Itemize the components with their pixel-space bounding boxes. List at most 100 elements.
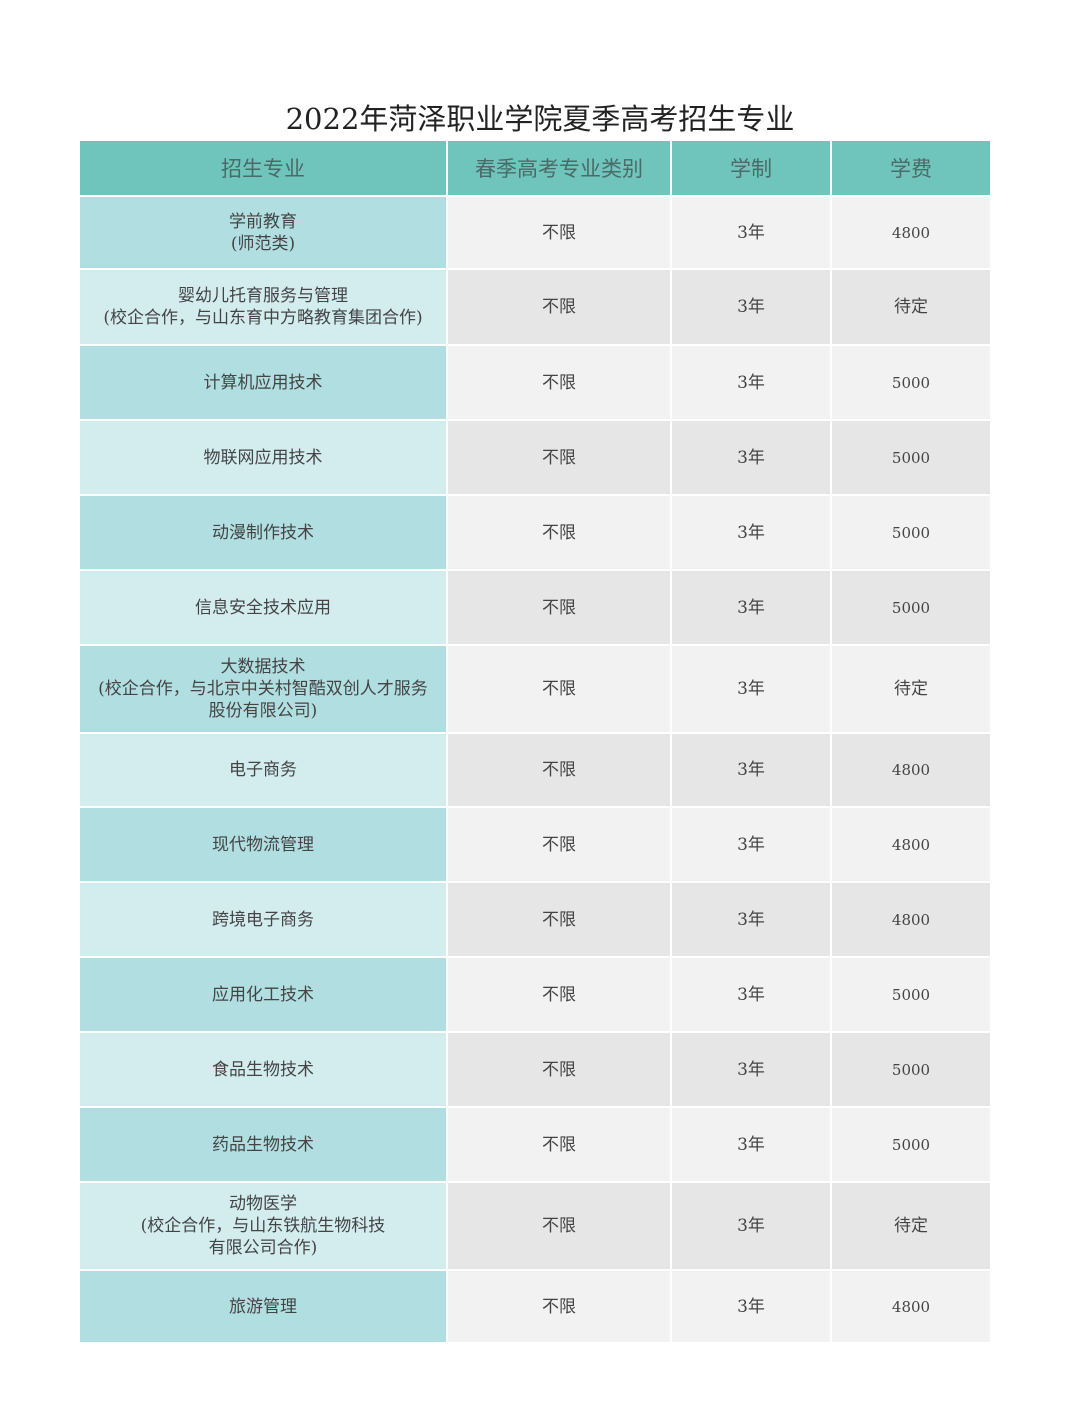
- major-text-line: 现代物流管理: [212, 834, 314, 855]
- major-text-line: 电子商务: [229, 760, 297, 780]
- cell-years: 3年: [671, 570, 832, 646]
- table-row: 旅游管理 不限 3年 4800: [80, 1270, 992, 1344]
- cell-fee: 4800: [831, 196, 992, 270]
- cell-fee: 4800: [831, 807, 992, 883]
- cell-fee: 5000: [831, 1032, 992, 1108]
- cell-major: 旅游管理: [80, 1270, 448, 1344]
- cell-years: 3年: [671, 345, 832, 421]
- major-text-line: 信息安全技术应用: [195, 597, 331, 618]
- cell-fee: 5000: [831, 1107, 992, 1183]
- cell-major: 跨境电子商务: [80, 882, 448, 958]
- cell-years: 3年: [671, 1270, 832, 1344]
- cell-years: 3年: [671, 1107, 832, 1183]
- table-row: 物联网应用技术 不限 3年 5000: [80, 420, 992, 496]
- cell-fee: 5000: [831, 495, 992, 571]
- major-text-line: 动漫制作技术: [212, 522, 314, 543]
- major-text-line: 婴幼儿托育服务与管理: [178, 286, 348, 306]
- cell-category: 不限: [447, 495, 672, 571]
- table-header: 招生专业 春季高考专业类别 学制 学费: [80, 141, 992, 197]
- cell-fee: 待定: [831, 269, 992, 346]
- major-text-line: (师范类): [230, 233, 296, 254]
- major-text-line: 应用化工技术: [212, 984, 314, 1005]
- cell-fee: 5000: [831, 570, 992, 646]
- cell-fee: 5000: [831, 957, 992, 1033]
- cell-category: 不限: [447, 570, 672, 646]
- major-text-line: 学前教育: [229, 211, 297, 232]
- major-text-line: 计算机应用技术: [203, 372, 323, 393]
- table-row: 学前教育 (师范类) 不限 3年 4800: [80, 196, 992, 270]
- major-text-line: 跨境电子商务: [212, 909, 314, 930]
- cell-major: 婴幼儿托育服务与管理 (校企合作，与山东育中方略教育集团合作): [80, 269, 448, 346]
- major-text-line: 动物医学: [229, 1194, 297, 1214]
- cell-fee: 待定: [831, 645, 992, 734]
- cell-fee: 4800: [831, 882, 992, 958]
- column-header-years: 学制: [671, 141, 832, 197]
- cell-category: 不限: [447, 345, 672, 421]
- major-text-line: 旅游管理: [229, 1296, 297, 1317]
- table-row: 现代物流管理 不限 3年 4800: [80, 807, 992, 883]
- cell-category: 不限: [447, 196, 672, 270]
- cell-major: 动物医学 (校企合作，与山东铁航生物科技 有限公司合作): [80, 1182, 448, 1271]
- table-row: 动物医学 (校企合作，与山东铁航生物科技 有限公司合作) 不限 3年 待定: [80, 1182, 992, 1271]
- cell-major: 信息安全技术应用: [80, 570, 448, 646]
- majors-table: 招生专业 春季高考专业类别 学制 学费 学前教育 (师范类) 不限 3年 4800 婴幼儿…: [80, 141, 992, 1344]
- major-text-line: (校企合作，与山东铁航生物科技: [140, 1216, 386, 1236]
- cell-years: 3年: [671, 1032, 832, 1108]
- cell-category: 不限: [447, 420, 672, 496]
- cell-years: 3年: [671, 495, 832, 571]
- cell-years: 3年: [671, 807, 832, 883]
- cell-years: 3年: [671, 420, 832, 496]
- cell-fee: 待定: [831, 1182, 992, 1271]
- major-text-line: (校企合作，与北京中关村智酷双创人才服务: [98, 679, 428, 699]
- cell-category: 不限: [447, 1270, 672, 1344]
- table-row: 动漫制作技术 不限 3年 5000: [80, 495, 992, 571]
- table-row: 信息安全技术应用 不限 3年 5000: [80, 570, 992, 646]
- cell-category: 不限: [447, 733, 672, 808]
- cell-category: 不限: [447, 1032, 672, 1108]
- cell-years: 3年: [671, 269, 832, 346]
- cell-category: 不限: [447, 807, 672, 883]
- cell-major: 物联网应用技术: [80, 420, 448, 496]
- cell-category: 不限: [447, 269, 672, 346]
- cell-years: 3年: [671, 645, 832, 734]
- major-text-line: (校企合作，与山东育中方略教育集团合作): [103, 308, 423, 328]
- cell-major: 食品生物技术: [80, 1032, 448, 1108]
- cell-major: 动漫制作技术: [80, 495, 448, 571]
- column-header-major: 招生专业: [80, 141, 448, 197]
- cell-major: 大数据技术 (校企合作，与北京中关村智酷双创人才服务 股份有限公司): [80, 645, 448, 734]
- cell-major: 计算机应用技术: [80, 345, 448, 421]
- table-row: 计算机应用技术 不限 3年 5000: [80, 345, 992, 421]
- cell-category: 不限: [447, 1107, 672, 1183]
- cell-fee: 4800: [831, 733, 992, 808]
- major-text-line: 食品生物技术: [212, 1059, 314, 1080]
- cell-years: 3年: [671, 957, 832, 1033]
- table-row: 应用化工技术 不限 3年 5000: [80, 957, 992, 1033]
- table-row: 食品生物技术 不限 3年 5000: [80, 1032, 992, 1108]
- page-title: 2022年菏泽职业学院夏季高考招生专业: [285, 102, 795, 136]
- cell-major: 学前教育 (师范类): [80, 196, 448, 270]
- cell-fee: 5000: [831, 420, 992, 496]
- cell-category: 不限: [447, 882, 672, 958]
- cell-fee: 4800: [831, 1270, 992, 1344]
- cell-years: 3年: [671, 733, 832, 808]
- column-header-category: 春季高考专业类别: [447, 141, 672, 197]
- cell-category: 不限: [447, 1182, 672, 1271]
- cell-major: 药品生物技术: [80, 1107, 448, 1183]
- table-row: 药品生物技术 不限 3年 5000: [80, 1107, 992, 1183]
- table-row: 电子商务 不限 3年 4800: [80, 733, 992, 808]
- column-header-fee: 学费: [831, 141, 992, 197]
- table-row: 大数据技术 (校企合作，与北京中关村智酷双创人才服务 股份有限公司) 不限 3年 待定: [80, 645, 992, 734]
- cell-major: 现代物流管理: [80, 807, 448, 883]
- cell-category: 不限: [447, 957, 672, 1033]
- major-text-line: 股份有限公司): [208, 701, 318, 721]
- cell-major: 应用化工技术: [80, 957, 448, 1033]
- major-text-line: 有限公司合作): [208, 1238, 318, 1258]
- cell-major: 电子商务: [80, 733, 448, 808]
- cell-years: 3年: [671, 1182, 832, 1271]
- cell-years: 3年: [671, 882, 832, 958]
- cell-years: 3年: [671, 196, 832, 270]
- major-text-line: 药品生物技术: [212, 1134, 314, 1155]
- table-row: 跨境电子商务 不限 3年 4800: [80, 882, 992, 958]
- major-text-line: 物联网应用技术: [203, 447, 323, 468]
- cell-category: 不限: [447, 645, 672, 734]
